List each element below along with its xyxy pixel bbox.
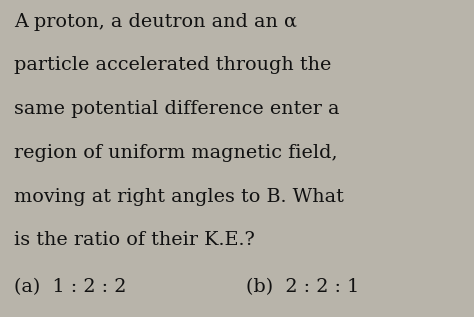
Text: same potential difference enter a: same potential difference enter a <box>14 100 340 118</box>
Text: moving at right angles to B. What: moving at right angles to B. What <box>14 188 344 206</box>
Text: is the ratio of their K.E.?: is the ratio of their K.E.? <box>14 231 255 249</box>
Text: particle accelerated through the: particle accelerated through the <box>14 56 332 74</box>
Text: region of uniform magnetic field,: region of uniform magnetic field, <box>14 144 337 162</box>
Text: A proton, a deutron and an α: A proton, a deutron and an α <box>14 13 297 31</box>
Text: (a)  1 : 2 : 2: (a) 1 : 2 : 2 <box>14 278 127 296</box>
Text: (b)  2 : 2 : 1: (b) 2 : 2 : 1 <box>246 278 360 296</box>
